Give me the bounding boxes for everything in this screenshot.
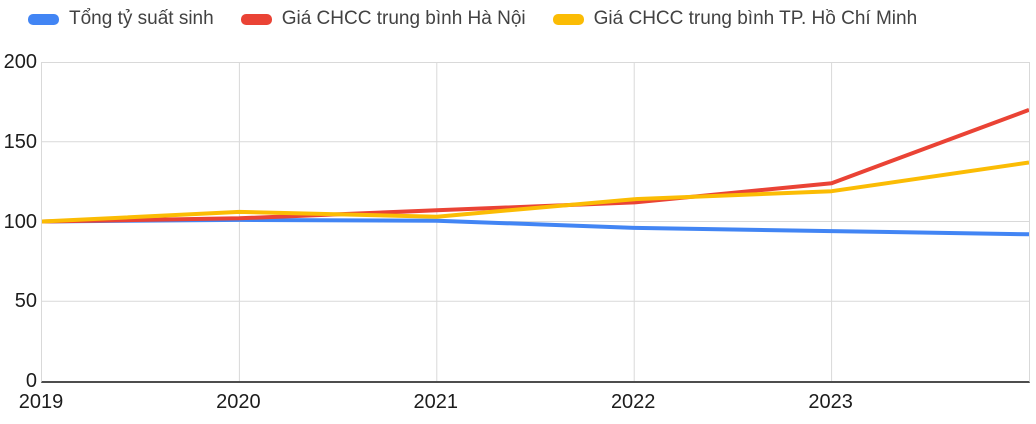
chart-legend: Tổng tỷ suất sinh Giá CHCC trung bình Hà…: [28, 5, 917, 33]
x-tick-label: 2021: [413, 391, 459, 413]
legend-swatch-red-icon: [240, 13, 272, 25]
legend-label: Tổng tỷ suất sinh: [69, 8, 214, 29]
y-tick-label: 100: [3, 210, 37, 233]
y-tick-label: 50: [14, 290, 37, 313]
legend-swatch-blue-icon: [28, 13, 59, 25]
y-axis: 0 50 100 150 200: [0, 52, 37, 391]
y-tick-label: 150: [3, 130, 37, 153]
series-line-1: [42, 108, 1029, 224]
x-tick-label: 2020: [216, 391, 261, 413]
y-tick-label: 200: [3, 51, 37, 73]
legend-item-gia-chcc-tphcm: Giá CHCC trung bình TP. Hồ Chí Minh: [552, 8, 918, 30]
legend-label: Giá CHCC trung bình TP. Hồ Chí Minh: [593, 8, 918, 29]
legend-item-tong-ty-suat-sinh: Tổng tỷ suất sinh: [28, 8, 214, 30]
legend-item-gia-chcc-ha-noi: Giá CHCC trung bình Hà Nội: [240, 8, 526, 30]
x-tick-label: 2022: [610, 391, 656, 413]
plot-area: [41, 62, 1030, 383]
legend-label: Giá CHCC trung bình Hà Nội: [281, 8, 526, 29]
series-line-0: [42, 217, 1029, 237]
x-axis: 2019 2020 2021 2022 2023: [19, 391, 1028, 419]
x-tick-label: 2019: [18, 391, 64, 413]
chart-canvas: [42, 62, 1029, 381]
x-tick-label: 2023: [808, 391, 853, 413]
y-tick-label: 0: [25, 370, 37, 392]
legend-swatch-yellow-icon: [552, 13, 584, 25]
series-line-2: [42, 160, 1029, 224]
